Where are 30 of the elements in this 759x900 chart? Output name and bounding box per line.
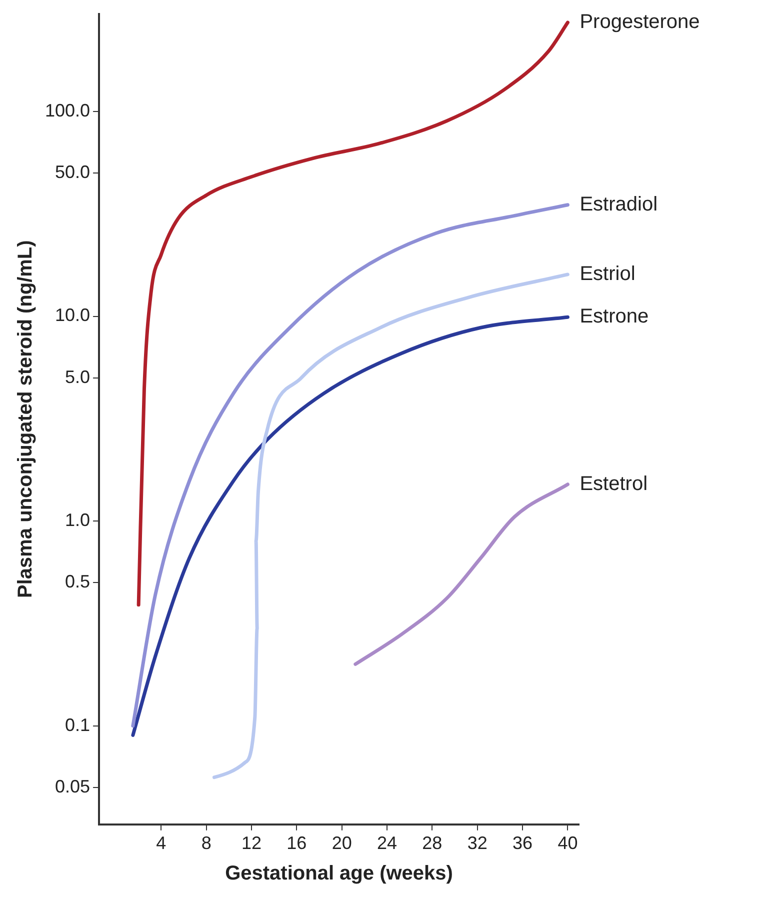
- y-tick-label: 1.0: [65, 510, 90, 530]
- y-tick-label: 0.1: [65, 714, 90, 735]
- line-series: [212, 272, 570, 780]
- y-axis-title: Plasma unconjugated steroid (ng/mL): [14, 240, 37, 598]
- series-label: Estradiol: [580, 193, 658, 216]
- y-tick-label: 10.0: [54, 305, 90, 326]
- series-label: Progesterone: [580, 11, 700, 34]
- x-tick-label: 12: [241, 833, 262, 854]
- line-series: [136, 20, 570, 607]
- x-tick-label: 4: [156, 833, 166, 854]
- y-tick-label: 5.0: [65, 366, 90, 387]
- y-tick-label: 0.05: [54, 776, 90, 796]
- y-tick-label: 100.0: [44, 100, 90, 120]
- series-label: Estriol: [580, 262, 636, 285]
- x-tick-label: 20: [332, 833, 352, 854]
- x-axis-title: Gestational age (weeks): [225, 862, 453, 885]
- x-tick-label: 8: [201, 833, 212, 854]
- x-tick-label: 16: [286, 833, 307, 854]
- x-tick-label: 32: [467, 833, 488, 854]
- series-label: Estrone: [580, 306, 649, 328]
- x-tick-label: 36: [512, 833, 533, 854]
- line-series: [131, 203, 570, 728]
- y-tick-label: 0.5: [65, 572, 90, 592]
- x-tick-label: 28: [422, 833, 442, 854]
- line-series: [131, 315, 570, 737]
- series-label: Estetrol: [580, 472, 648, 495]
- x-tick-label: 40: [558, 833, 578, 854]
- y-tick-label: 50.0: [54, 162, 90, 182]
- x-tick-label: 24: [377, 833, 398, 854]
- line-series: [354, 482, 570, 666]
